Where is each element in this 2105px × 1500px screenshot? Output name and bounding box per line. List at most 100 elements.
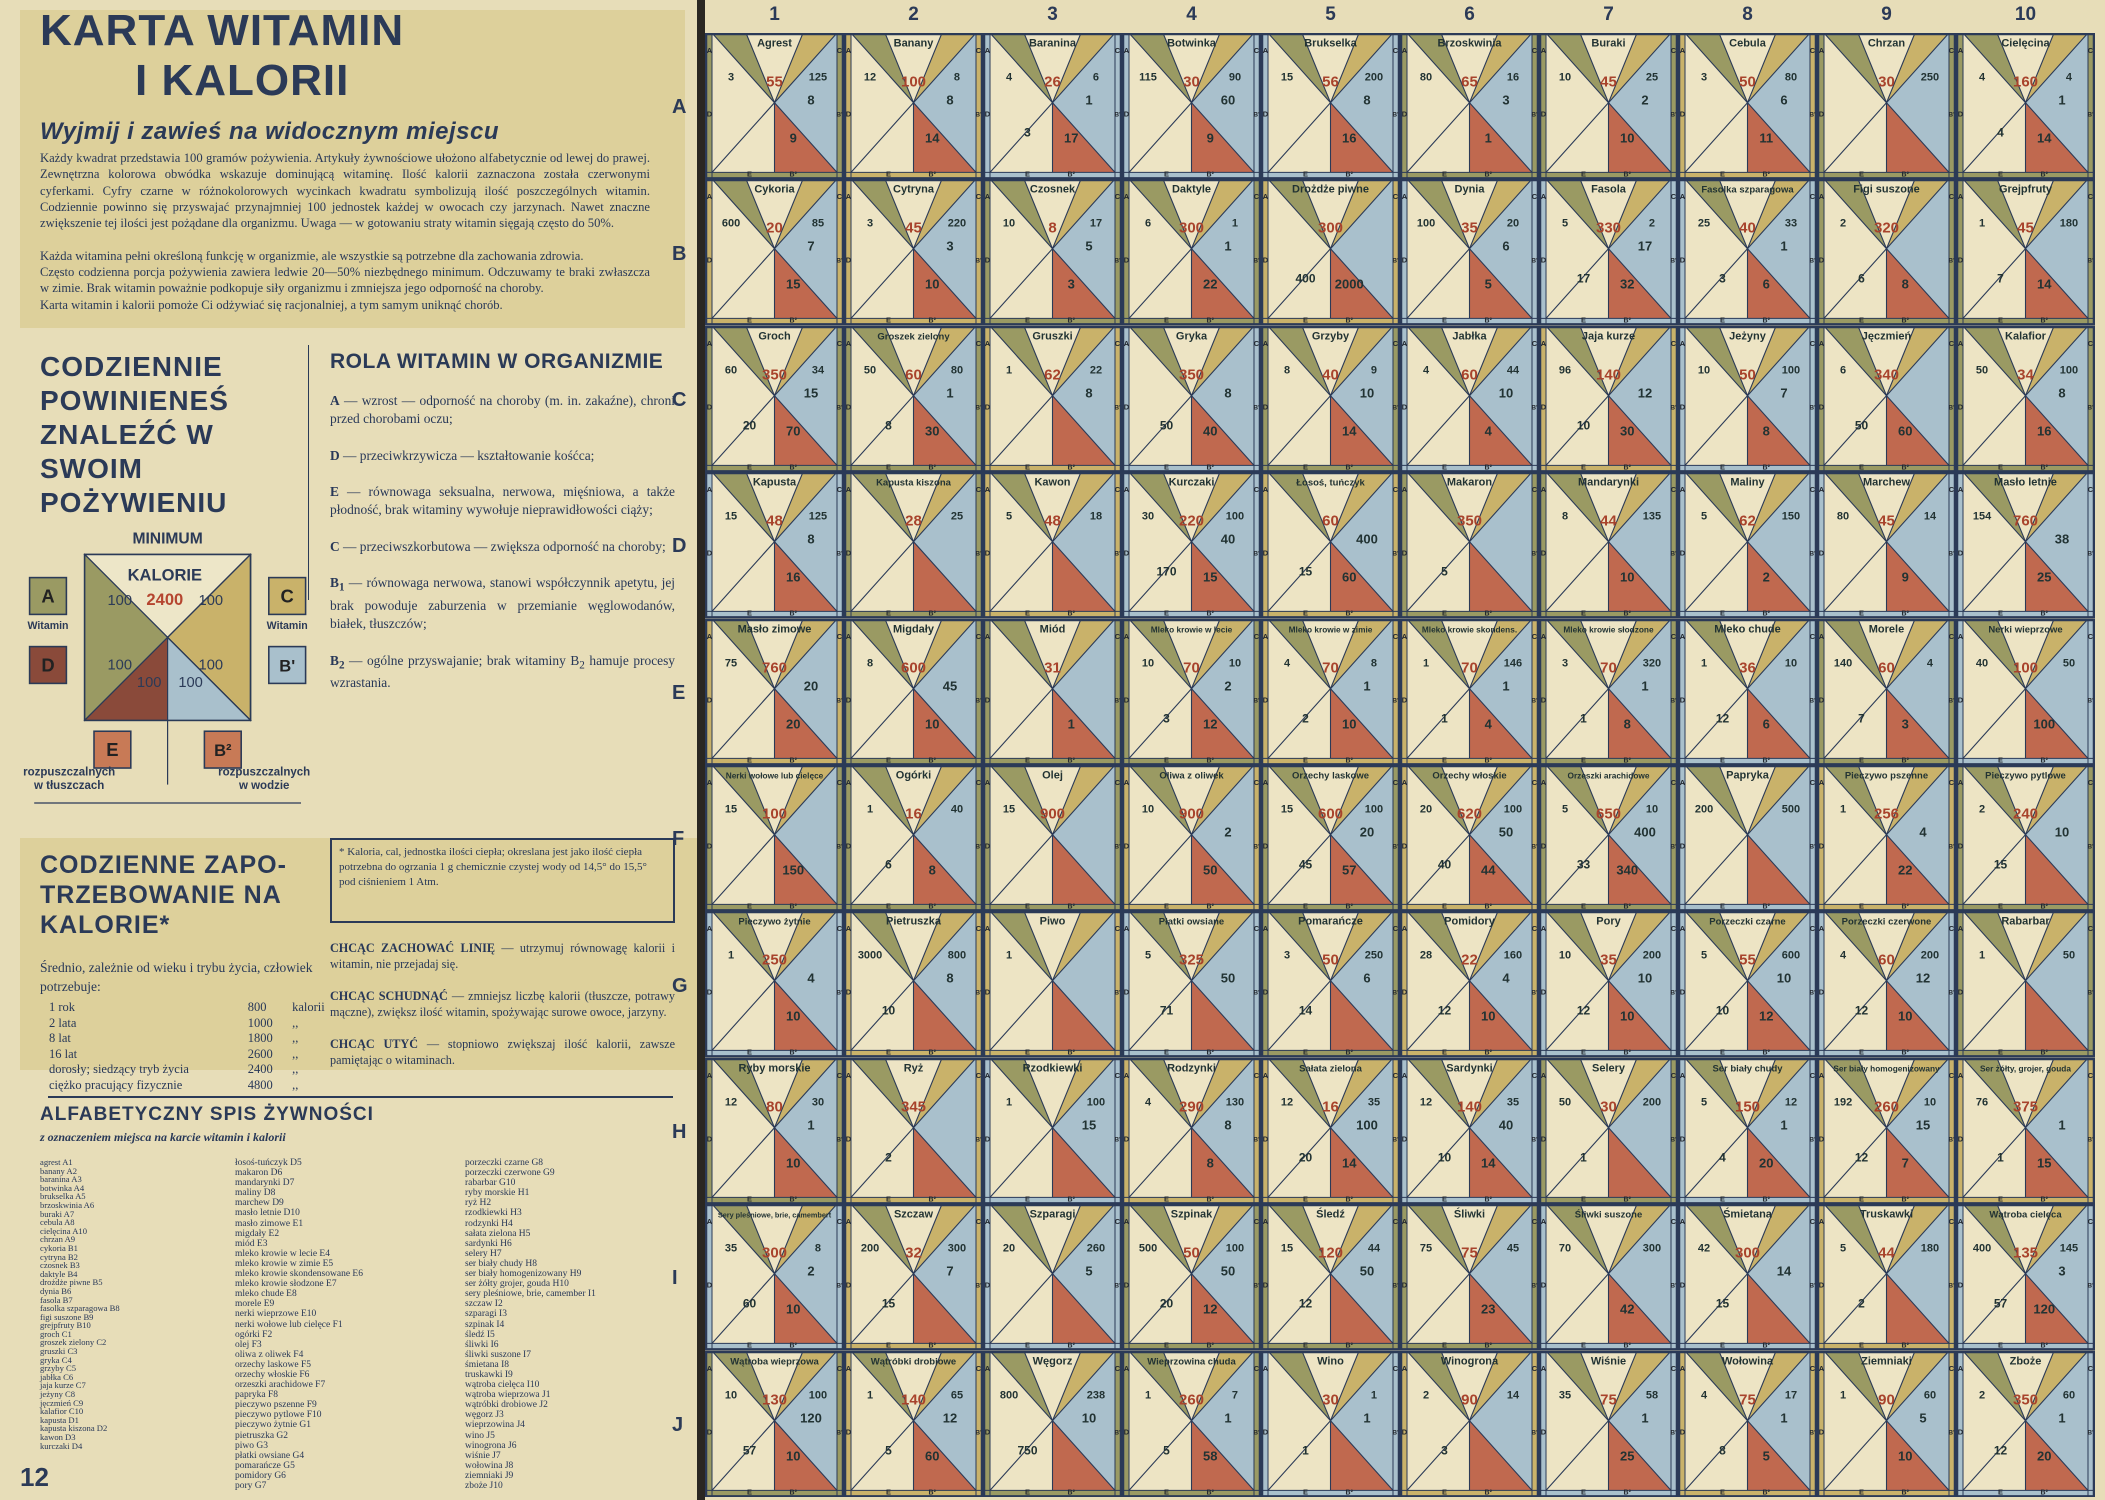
svg-text:B²: B² bbox=[1624, 1343, 1632, 1350]
svg-text:4: 4 bbox=[2066, 72, 2073, 84]
svg-text:A: A bbox=[707, 924, 713, 933]
svg-text:D: D bbox=[1819, 402, 1825, 411]
svg-text:B': B' bbox=[1114, 1429, 1121, 1436]
svg-text:1: 1 bbox=[1641, 1410, 1648, 1425]
svg-text:B': B' bbox=[1809, 1283, 1816, 1290]
svg-text:8: 8 bbox=[1207, 1155, 1214, 1170]
svg-text:C: C bbox=[2088, 485, 2094, 494]
svg-text:B': B' bbox=[1114, 1283, 1121, 1290]
svg-text:B': B' bbox=[1531, 844, 1538, 851]
svg-text:6: 6 bbox=[1363, 971, 1370, 986]
svg-text:500: 500 bbox=[1139, 1243, 1157, 1255]
svg-text:C: C bbox=[1254, 1071, 1260, 1080]
svg-text:100: 100 bbox=[809, 1389, 827, 1401]
svg-text:3: 3 bbox=[1701, 72, 1707, 84]
svg-text:B²: B² bbox=[1485, 611, 1493, 618]
svg-text:A: A bbox=[846, 778, 852, 787]
svg-text:40: 40 bbox=[1739, 220, 1756, 237]
svg-text:8: 8 bbox=[1624, 716, 1631, 731]
svg-text:Pieczywo pszenne: Pieczywo pszenne bbox=[1845, 770, 1928, 781]
svg-text:50: 50 bbox=[1160, 418, 1174, 432]
svg-text:4: 4 bbox=[1927, 657, 1934, 669]
svg-text:2: 2 bbox=[1302, 711, 1309, 725]
svg-text:B²: B² bbox=[2041, 1343, 2049, 1350]
svg-text:20: 20 bbox=[1003, 1243, 1015, 1255]
svg-text:B²: B² bbox=[1346, 1050, 1354, 1057]
svg-text:E: E bbox=[1025, 316, 1030, 325]
svg-text:E: E bbox=[1581, 1487, 1586, 1496]
svg-text:A: A bbox=[1263, 485, 1269, 494]
svg-text:15: 15 bbox=[725, 511, 737, 523]
svg-text:E: E bbox=[106, 739, 118, 760]
svg-text:12: 12 bbox=[1438, 1004, 1452, 1018]
svg-text:E: E bbox=[1442, 1487, 1447, 1496]
svg-text:E: E bbox=[1859, 755, 1864, 764]
svg-text:B²: B² bbox=[1763, 611, 1771, 618]
svg-text:65: 65 bbox=[1461, 74, 1478, 91]
svg-text:D: D bbox=[1402, 110, 1408, 119]
svg-text:130: 130 bbox=[1226, 1096, 1244, 1108]
svg-text:12: 12 bbox=[1855, 1004, 1869, 1018]
svg-text:E: E bbox=[1859, 609, 1864, 618]
svg-text:4: 4 bbox=[1485, 423, 1493, 438]
svg-text:40: 40 bbox=[1976, 657, 1988, 669]
svg-text:B': B' bbox=[1531, 697, 1538, 704]
svg-text:160: 160 bbox=[1504, 950, 1522, 962]
svg-text:20: 20 bbox=[766, 220, 783, 237]
svg-text:C: C bbox=[1949, 632, 1955, 641]
svg-text:3: 3 bbox=[728, 72, 734, 84]
svg-text:350: 350 bbox=[1179, 366, 1204, 383]
svg-text:1: 1 bbox=[1423, 657, 1429, 669]
svg-text:2: 2 bbox=[807, 1264, 814, 1279]
svg-text:D: D bbox=[1124, 695, 1130, 704]
svg-text:B': B' bbox=[1809, 1136, 1816, 1143]
svg-text:w tłuszczach: w tłuszczach bbox=[33, 780, 104, 792]
svg-text:B²: B² bbox=[1207, 611, 1215, 618]
svg-text:30: 30 bbox=[1878, 74, 1895, 91]
svg-text:45: 45 bbox=[943, 678, 957, 693]
svg-text:31: 31 bbox=[1044, 659, 1061, 676]
svg-text:Orzechy włoskie: Orzechy włoskie bbox=[1432, 770, 1506, 781]
svg-text:B': B' bbox=[1392, 258, 1399, 265]
svg-text:B²: B² bbox=[929, 1343, 937, 1350]
svg-text:B': B' bbox=[1392, 844, 1399, 851]
svg-text:96: 96 bbox=[1559, 364, 1571, 376]
svg-text:E: E bbox=[886, 1194, 891, 1203]
svg-text:30: 30 bbox=[1600, 1098, 1617, 1115]
svg-text:C: C bbox=[1671, 46, 1677, 55]
svg-text:C: C bbox=[1810, 924, 1816, 933]
svg-text:1: 1 bbox=[1224, 1410, 1231, 1425]
svg-text:D: D bbox=[1680, 988, 1686, 997]
svg-text:B²: B² bbox=[1207, 1050, 1215, 1057]
svg-text:E: E bbox=[1859, 1341, 1864, 1350]
svg-text:A: A bbox=[1124, 192, 1130, 201]
svg-text:10: 10 bbox=[1342, 716, 1356, 731]
svg-text:14: 14 bbox=[1299, 1004, 1313, 1018]
svg-text:D: D bbox=[707, 695, 713, 704]
svg-text:C: C bbox=[1949, 1364, 1955, 1373]
svg-text:C: C bbox=[1949, 1071, 1955, 1080]
svg-text:40: 40 bbox=[1221, 532, 1235, 547]
svg-text:40: 40 bbox=[951, 804, 963, 816]
svg-text:154: 154 bbox=[1973, 511, 1992, 523]
svg-text:Cebula: Cebula bbox=[1729, 37, 1767, 49]
svg-text:C: C bbox=[1532, 632, 1538, 641]
svg-text:B²: B² bbox=[1485, 171, 1493, 178]
svg-text:E: E bbox=[1025, 1048, 1030, 1057]
svg-text:D: D bbox=[985, 110, 991, 119]
svg-text:A: A bbox=[1541, 1071, 1547, 1080]
svg-text:C: C bbox=[976, 1364, 982, 1373]
svg-text:Zboże: Zboże bbox=[2010, 1355, 2042, 1367]
svg-text:B': B' bbox=[975, 404, 982, 411]
svg-text:A: A bbox=[985, 924, 991, 933]
svg-text:100: 100 bbox=[1504, 804, 1522, 816]
svg-text:1: 1 bbox=[1979, 950, 1985, 962]
svg-text:A: A bbox=[1680, 1071, 1686, 1080]
svg-text:3: 3 bbox=[1024, 126, 1031, 140]
svg-text:B': B' bbox=[279, 656, 295, 675]
svg-text:B': B' bbox=[1670, 1283, 1677, 1290]
svg-text:10: 10 bbox=[1646, 804, 1658, 816]
svg-text:5: 5 bbox=[1485, 277, 1492, 292]
svg-text:40: 40 bbox=[1499, 1117, 1513, 1132]
svg-text:B': B' bbox=[1531, 258, 1538, 265]
